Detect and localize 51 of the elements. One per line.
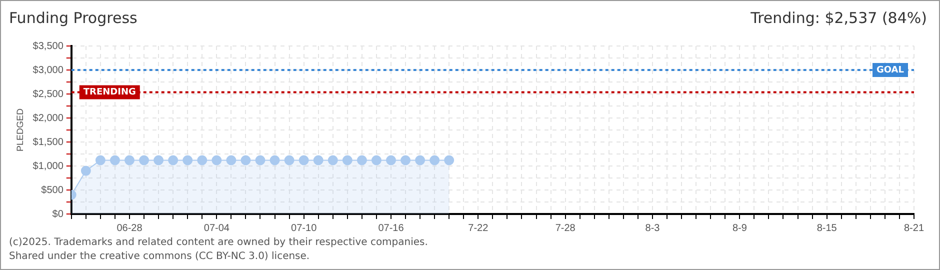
- point: [444, 155, 454, 166]
- point: [342, 155, 352, 166]
- point: [400, 155, 411, 166]
- chart-title: Funding Progress: [9, 9, 138, 27]
- point: [255, 155, 266, 166]
- y-tick-label: $3,500: [32, 40, 64, 52]
- y-axis-title: PLEDGED: [14, 108, 25, 152]
- x-tick-label: 7-28: [555, 222, 576, 234]
- point: [95, 155, 106, 166]
- text: Shared under the creative commons (CC BY-NC 3.0) license.: [9, 251, 310, 262]
- point: [270, 155, 280, 166]
- point: [298, 155, 309, 166]
- point: [430, 155, 440, 166]
- x-tick-label: 8-21: [904, 222, 924, 234]
- point: [197, 155, 208, 166]
- y-tick-label: $3,000: [32, 64, 64, 76]
- point: [124, 155, 134, 166]
- x-tick-label: 8-3: [645, 222, 660, 234]
- y-tick-label: $2,000: [32, 112, 64, 124]
- point: [154, 155, 164, 166]
- x-tick-label: 8-15: [816, 222, 838, 234]
- point: [371, 155, 382, 166]
- x-tick-label: 07-04: [204, 222, 230, 234]
- point: [168, 155, 178, 166]
- point: [284, 155, 294, 166]
- point: [240, 155, 251, 166]
- ref-line-label: GOAL: [876, 65, 904, 76]
- point: [139, 155, 150, 166]
- x-tick-label: 07-10: [291, 222, 318, 234]
- point: [212, 155, 222, 166]
- point: [386, 155, 396, 166]
- point: [226, 155, 236, 166]
- text: Trending: $2,537 (84%): [750, 9, 927, 27]
- ref-line-label: TRENDING: [83, 88, 136, 98]
- y-tick-label: $0: [52, 208, 64, 220]
- x-tick-label: 06-28: [116, 222, 143, 234]
- point: [356, 155, 367, 166]
- point: [313, 155, 324, 166]
- point: [110, 155, 120, 166]
- point: [328, 155, 338, 166]
- x-tick-label: 7-22: [468, 222, 489, 234]
- y-tick-label: $1,000: [32, 160, 64, 172]
- x-tick-label: 8-9: [732, 222, 748, 234]
- text: (c)2025. Trademarks and related content are owned by their respective companies.: [9, 237, 428, 248]
- point: [182, 155, 193, 166]
- y-tick-label: $500: [41, 184, 64, 196]
- y-tick-label: $1,500: [32, 136, 64, 148]
- y-tick-label: $2,500: [32, 88, 64, 100]
- x-tick-label: 07-16: [378, 222, 404, 234]
- point: [80, 166, 91, 176]
- point: [415, 155, 426, 166]
